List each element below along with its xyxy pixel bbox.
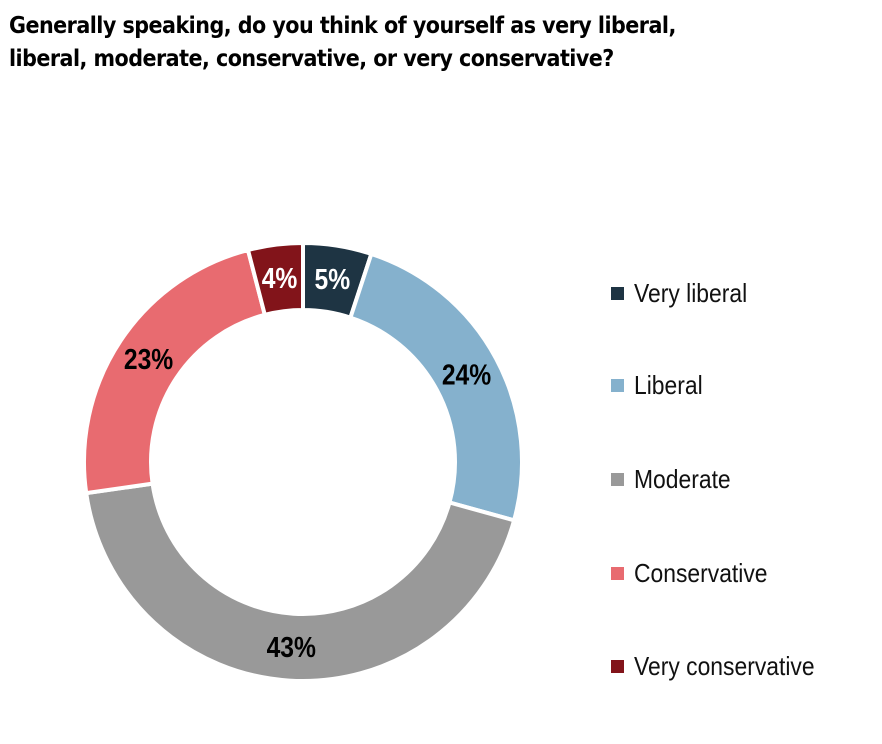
chart-title: Generally speaking, do you think of your… [9, 10, 783, 76]
legend-swatch-very-liberal [611, 287, 624, 300]
donut-slice-moderate [83, 481, 517, 683]
legend-item-very-liberal: Very liberal [611, 278, 763, 309]
legend-swatch-liberal [611, 379, 624, 392]
donut-slice-very-conservative [245, 240, 305, 318]
legend-swatch-conservative [611, 567, 624, 580]
legend-label: Very conservative [634, 651, 815, 681]
donut-slice-conservative [82, 247, 268, 496]
legend-label: Very liberal [634, 278, 748, 308]
legend-swatch-moderate [611, 473, 624, 486]
legend-item-very-conservative: Very conservative [611, 651, 839, 682]
legend-swatch-very-conservative [611, 660, 624, 673]
legend-label: Moderate [634, 464, 731, 494]
slice-label-very-conservative: 4% [262, 262, 298, 294]
legend-item-liberal: Liberal [611, 370, 712, 401]
slice-label-very-liberal: 5% [314, 263, 350, 295]
legend-label: Conservative [634, 558, 768, 588]
donut-slice-liberal [347, 251, 524, 523]
legend-item-conservative: Conservative [611, 558, 786, 589]
legend-item-moderate: Moderate [611, 464, 744, 495]
chart-title-line-2: liberal, moderate, conservative, or very… [9, 46, 614, 72]
donut-slices [82, 240, 524, 683]
chart-title-line-1: Generally speaking, do you think of your… [9, 13, 676, 39]
legend-label: Liberal [634, 370, 703, 400]
slice-label-moderate: 43% [267, 631, 316, 663]
slice-label-conservative: 23% [124, 343, 173, 375]
donut-slice-labels: 5% 24% 43% 23% 4% [124, 262, 491, 663]
slice-label-liberal: 24% [442, 359, 491, 391]
